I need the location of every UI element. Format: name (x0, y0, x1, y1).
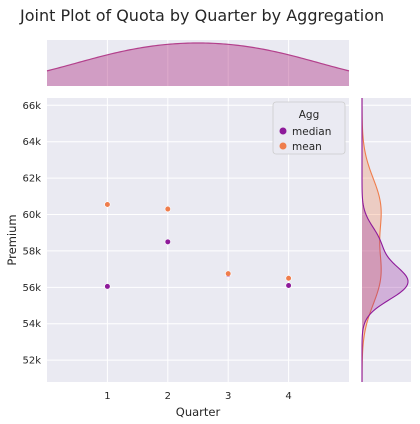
legend-label-median: median (292, 126, 331, 138)
point-mean (104, 201, 111, 208)
y-tick-label: 54k (22, 319, 41, 330)
legend-marker-median (279, 127, 287, 135)
top-marginal-kde-fill (47, 43, 349, 86)
x-axis-label: Quarter (176, 405, 221, 419)
legend: Agg median mean (272, 101, 346, 155)
point-mean (285, 275, 292, 282)
x-tick-label: 3 (225, 391, 231, 402)
right-kde-line-median (361, 98, 409, 382)
y-tick-label: 62k (22, 174, 41, 185)
top-marginal (46, 40, 350, 86)
top-marginal-kde-line (46, 42, 350, 72)
right-kde-fill-median (362, 98, 408, 382)
y-axis-label: Premium (5, 214, 19, 265)
chart-title: Joint Plot of Quota by Quarter by Aggreg… (19, 6, 384, 25)
y-tick-label: 56k (22, 283, 41, 294)
point-mean (225, 270, 232, 277)
y-tick-label: 58k (22, 246, 41, 257)
legend-label-mean: mean (292, 141, 322, 153)
legend-title: Agg (299, 109, 320, 121)
point-median (285, 282, 292, 289)
legend-box (272, 101, 346, 155)
point-median (104, 283, 111, 290)
y-tick-label: 60k (22, 210, 41, 221)
y-tick-label: 66k (22, 101, 41, 112)
y-tick-label: 64k (22, 137, 41, 148)
right-marginal-background (362, 98, 411, 382)
point-median (164, 238, 171, 245)
x-tick-label: 1 (104, 391, 110, 402)
right-kde-fill-mean (362, 98, 382, 382)
x-tick-label: 2 (165, 391, 171, 402)
right-marginal (361, 97, 411, 383)
top-marginal-background (47, 40, 349, 86)
legend-marker-mean (279, 142, 287, 150)
point-mean (164, 205, 171, 213)
x-tick-label: 4 (285, 391, 291, 402)
y-tick-label: 52k (22, 356, 41, 367)
